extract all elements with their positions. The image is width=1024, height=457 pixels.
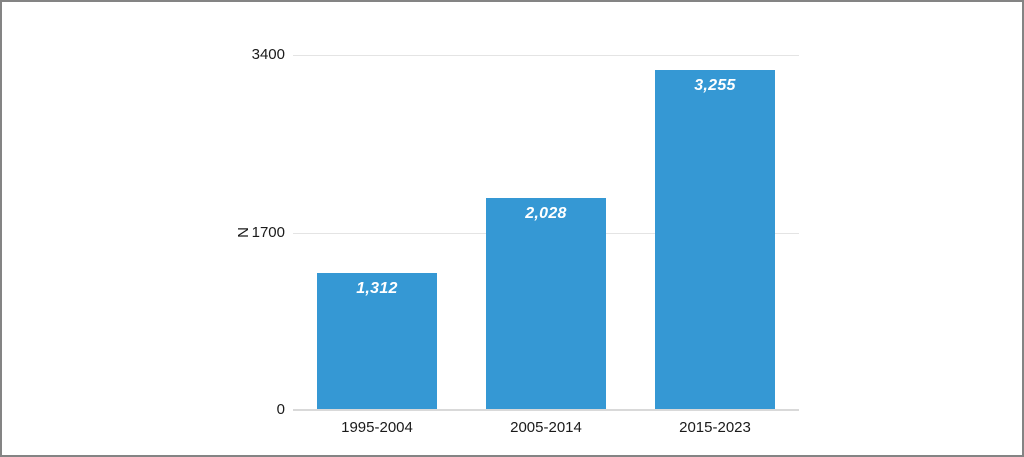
bar-2005-2014 (486, 198, 606, 409)
y-tick-label-0: 0 (276, 401, 285, 418)
gridline-0 (293, 409, 799, 411)
x-tick-label-1995-2004: 1995-2004 (341, 419, 413, 436)
x-tick-label-2015-2023: 2015-2023 (679, 419, 751, 436)
bar-1995-2004 (317, 273, 437, 409)
bar-value-label: 3,255 (694, 77, 736, 94)
gridline-3400 (293, 55, 799, 56)
bar-2015-2023 (655, 70, 775, 409)
bar-value-label: 2,028 (525, 205, 567, 222)
x-tick-label-2005-2014: 2005-2014 (510, 419, 582, 436)
bar-value-label: 1,312 (356, 280, 398, 297)
y-tick-label-3400: 3400 (251, 46, 285, 63)
y-tick-label-1700: 1700 (251, 224, 285, 241)
